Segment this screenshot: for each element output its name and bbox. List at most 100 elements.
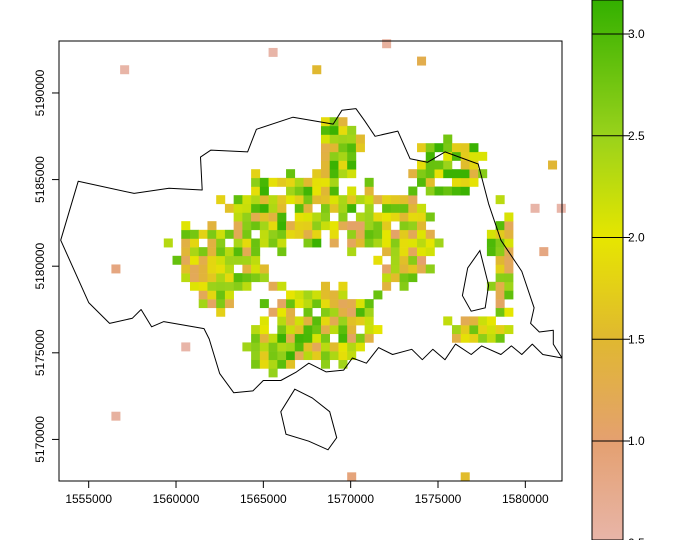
raster-cell bbox=[216, 299, 226, 309]
raster-cell bbox=[207, 290, 217, 300]
region-boundary bbox=[60, 108, 563, 451]
raster-cell bbox=[259, 325, 269, 335]
raster-cell bbox=[504, 290, 514, 300]
raster-cell bbox=[286, 359, 296, 369]
raster-cell bbox=[286, 342, 296, 352]
raster-cell bbox=[390, 264, 400, 274]
raster-cell bbox=[355, 238, 365, 248]
raster-cell bbox=[259, 186, 269, 196]
raster-cell bbox=[251, 333, 261, 343]
raster-cell bbox=[425, 143, 435, 153]
raster-cell bbox=[312, 177, 322, 187]
raster-cell bbox=[242, 229, 252, 239]
raster-cell bbox=[417, 238, 427, 248]
raster-cell bbox=[259, 299, 269, 309]
raster-cell bbox=[259, 351, 269, 361]
raster-cell bbox=[286, 221, 296, 231]
raster-cell bbox=[198, 255, 208, 265]
raster-cell bbox=[478, 316, 488, 326]
raster-cell bbox=[251, 351, 261, 361]
raster-cell bbox=[495, 333, 505, 343]
raster-cell bbox=[286, 307, 296, 317]
raster-cell bbox=[408, 264, 418, 274]
legend-color-bar bbox=[591, 0, 624, 540]
raster-cell bbox=[460, 325, 470, 335]
raster-cell bbox=[303, 195, 313, 205]
raster-cell bbox=[312, 299, 322, 309]
raster-cell bbox=[504, 325, 514, 335]
raster-cell bbox=[460, 151, 470, 161]
raster-cell bbox=[338, 143, 348, 153]
raster-cell bbox=[189, 247, 200, 257]
raster-cell bbox=[417, 143, 427, 153]
raster-cell bbox=[320, 160, 331, 170]
raster-cell bbox=[268, 203, 278, 213]
raster-cell bbox=[451, 325, 461, 335]
raster-cell bbox=[399, 212, 409, 222]
raster-cell bbox=[259, 316, 269, 326]
raster-cell bbox=[294, 229, 304, 239]
raster-cell bbox=[478, 151, 488, 161]
raster-cell bbox=[469, 169, 479, 179]
raster-cell bbox=[417, 160, 427, 170]
plot-frame bbox=[58, 40, 563, 482]
raster-cell bbox=[504, 238, 514, 248]
raster-cell bbox=[347, 221, 357, 231]
raster-cell bbox=[399, 195, 409, 205]
raster-cell bbox=[294, 342, 304, 352]
raster-cell bbox=[504, 307, 514, 317]
raster-cell bbox=[486, 229, 496, 239]
raster-cell bbox=[277, 195, 287, 205]
color-legend: 0.5 1.0 1.5 2.0 2.5 3.0 bbox=[591, 0, 645, 540]
y-tick-label: 5175000 bbox=[33, 329, 47, 376]
raster-cell bbox=[207, 221, 217, 231]
raster-cell bbox=[268, 177, 278, 187]
raster-cell bbox=[181, 255, 191, 265]
raster-cell bbox=[443, 186, 453, 196]
raster-cell bbox=[320, 143, 331, 153]
raster-cell bbox=[425, 212, 435, 222]
raster-cell bbox=[277, 177, 287, 187]
raster-cell bbox=[548, 160, 558, 170]
raster-cell bbox=[277, 307, 287, 317]
raster-cell bbox=[268, 333, 278, 343]
raster-cell bbox=[443, 160, 453, 170]
raster-cell bbox=[443, 151, 453, 161]
raster-cell bbox=[251, 212, 261, 222]
raster-cell bbox=[425, 264, 435, 274]
raster-cell bbox=[286, 333, 296, 343]
raster-cell bbox=[382, 221, 392, 231]
raster-cell bbox=[216, 247, 226, 257]
raster-cell bbox=[242, 195, 252, 205]
raster-cell bbox=[320, 203, 331, 213]
raster-cell bbox=[303, 177, 313, 187]
raster-cell bbox=[224, 203, 234, 213]
raster-cell bbox=[303, 238, 313, 248]
raster-cell bbox=[303, 203, 313, 213]
legend-tick-label: 3.0 bbox=[628, 27, 645, 41]
raster-cell bbox=[347, 229, 357, 239]
raster-cell bbox=[312, 351, 322, 361]
raster-cell bbox=[303, 325, 313, 335]
raster-cell bbox=[207, 247, 217, 257]
boundary-island bbox=[280, 388, 338, 451]
raster-cell bbox=[286, 229, 296, 239]
raster-cell bbox=[294, 316, 304, 326]
raster-cell bbox=[303, 307, 313, 317]
raster-cell bbox=[425, 160, 435, 170]
boundary-outline bbox=[60, 108, 563, 394]
raster-cell bbox=[268, 229, 278, 239]
raster-cell bbox=[451, 169, 461, 179]
raster-cell bbox=[259, 333, 269, 343]
raster-cell bbox=[486, 333, 496, 343]
raster-cell bbox=[434, 169, 444, 179]
raster-cell bbox=[277, 221, 287, 231]
raster-cell bbox=[303, 212, 313, 222]
raster-cell bbox=[303, 290, 313, 300]
raster-cell bbox=[434, 186, 444, 196]
raster-cell bbox=[504, 221, 514, 231]
raster-cell bbox=[355, 212, 365, 222]
raster-cell bbox=[242, 247, 252, 257]
x-tick-label: 1580000 bbox=[502, 492, 549, 506]
raster-cell bbox=[277, 299, 287, 309]
